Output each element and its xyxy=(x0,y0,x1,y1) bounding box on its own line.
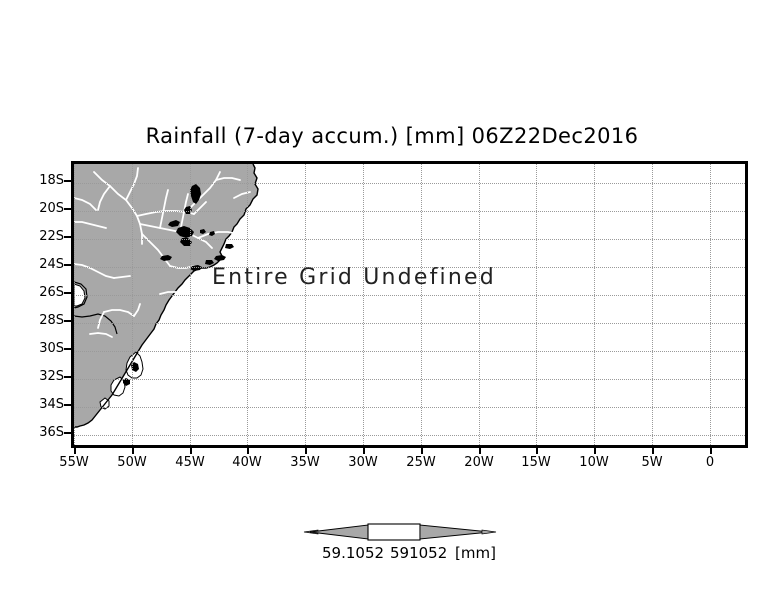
x-tick-mark xyxy=(190,448,192,454)
x-tick-mark xyxy=(652,448,654,454)
x-axis-tick-marks xyxy=(71,448,748,456)
gridline-vertical xyxy=(652,164,653,445)
grid-undefined-message: Entire Grid Undefined xyxy=(212,265,496,290)
colorbar-right-arrow xyxy=(419,524,491,540)
gridline-horizontal xyxy=(74,407,745,408)
colorbar-units-label: [mm] xyxy=(455,544,496,562)
colorbar-left-arrow xyxy=(309,524,369,540)
x-tick-label-55W: 55W xyxy=(59,455,89,470)
colorbar-legend[interactable]: 59.1052 591052 [mm] xyxy=(300,519,500,569)
x-tick-mark xyxy=(594,448,596,454)
x-tick-label-15W: 15W xyxy=(521,455,551,470)
lakes-and-reservoirs xyxy=(123,184,234,386)
gridline-vertical xyxy=(190,164,191,445)
gridline-horizontal xyxy=(74,435,745,436)
x-tick-label-0: 0 xyxy=(705,455,715,470)
gridline-vertical xyxy=(74,164,75,445)
x-tick-mark xyxy=(421,448,423,454)
y-tick-mark xyxy=(64,432,71,434)
x-tick-label-20W: 20W xyxy=(464,455,494,470)
x-tick-mark xyxy=(363,448,365,454)
x-tick-mark xyxy=(479,448,481,454)
y-axis-tick-marks xyxy=(64,161,72,448)
y-tick-mark xyxy=(64,404,71,406)
y-tick-mark xyxy=(64,264,71,266)
y-tick-label-34S: 34S xyxy=(39,397,64,412)
gridline-horizontal xyxy=(74,239,745,240)
map-plot-area[interactable] xyxy=(71,161,748,448)
gridline-horizontal xyxy=(74,267,745,268)
gridline-horizontal xyxy=(74,379,745,380)
y-tick-mark xyxy=(64,208,71,210)
gridline-vertical xyxy=(421,164,422,445)
x-tick-mark xyxy=(710,448,712,454)
colorbar-right-extension xyxy=(481,529,497,535)
gridline-horizontal xyxy=(74,211,745,212)
gridline-vertical xyxy=(594,164,595,445)
x-tick-label-10W: 10W xyxy=(579,455,609,470)
gridline-vertical xyxy=(536,164,537,445)
coastline-map-graphic xyxy=(74,164,259,428)
x-tick-label-30W: 30W xyxy=(348,455,378,470)
gridline-vertical xyxy=(363,164,364,445)
gridline-horizontal xyxy=(74,351,745,352)
y-tick-mark xyxy=(64,180,71,182)
x-tick-label-40W: 40W xyxy=(232,455,262,470)
x-tick-label-45W: 45W xyxy=(175,455,205,470)
x-tick-mark xyxy=(305,448,307,454)
y-tick-label-18S: 18S xyxy=(39,173,64,188)
y-tick-mark xyxy=(64,376,71,378)
y-tick-label-22S: 22S xyxy=(39,229,64,244)
colorbar-graphic xyxy=(303,523,497,541)
page-title: Rainfall (7-day accum.) [mm] 06Z22Dec201… xyxy=(145,124,639,148)
y-tick-label-26S: 26S xyxy=(39,285,64,300)
colorbar-tick-labels: 59.1052 591052 [mm] xyxy=(290,544,510,564)
gridline-vertical xyxy=(305,164,306,445)
y-tick-mark xyxy=(64,348,71,350)
y-tick-label-36S: 36S xyxy=(39,425,64,440)
map-canvas xyxy=(74,164,745,445)
gridline-horizontal xyxy=(74,323,745,324)
coastline-path xyxy=(74,164,259,428)
y-tick-label-24S: 24S xyxy=(39,257,64,272)
river-network xyxy=(74,167,251,338)
colorbar-max-label: 591052 xyxy=(390,544,448,562)
y-tick-label-32S: 32S xyxy=(39,369,64,384)
gridline-vertical xyxy=(710,164,711,445)
y-tick-mark xyxy=(64,236,71,238)
gridline-horizontal xyxy=(74,183,745,184)
y-tick-mark xyxy=(64,292,71,294)
y-tick-mark xyxy=(64,320,71,322)
y-tick-label-28S: 28S xyxy=(39,313,64,328)
colorbar-min-label: 59.1052 xyxy=(322,544,385,562)
colorbar-center-box xyxy=(367,523,421,541)
x-tick-label-50W: 50W xyxy=(117,455,147,470)
gridline-horizontal xyxy=(74,295,745,296)
y-tick-label-30S: 30S xyxy=(39,341,64,356)
x-tick-label-35W: 35W xyxy=(290,455,320,470)
gridline-vertical xyxy=(247,164,248,445)
gridline-vertical xyxy=(132,164,133,445)
inland-border-line xyxy=(74,281,88,309)
y-axis-labels: 18S 20S 22S 24S 26S 28S 30S 32S 34S 36S xyxy=(16,161,64,448)
x-tick-mark xyxy=(536,448,538,454)
y-tick-label-20S: 20S xyxy=(39,201,64,216)
gridline-vertical xyxy=(479,164,480,445)
x-axis-labels: 55W 50W 45W 40W 35W 30W 25W 20W 15W 10W … xyxy=(59,455,748,475)
x-tick-mark xyxy=(247,448,249,454)
x-tick-label-25W: 25W xyxy=(406,455,436,470)
x-tick-label-5W: 5W xyxy=(641,455,663,470)
x-tick-mark xyxy=(132,448,134,454)
x-tick-mark xyxy=(74,448,76,454)
